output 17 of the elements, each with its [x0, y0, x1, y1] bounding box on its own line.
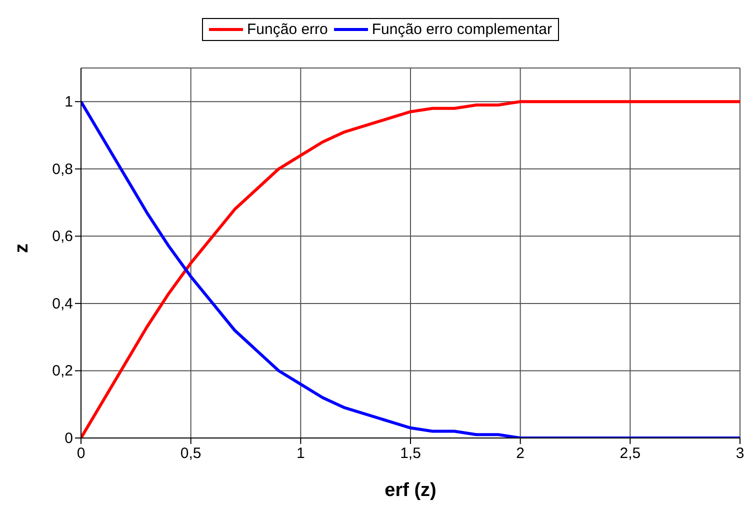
x-tick-label: 2: [516, 445, 525, 462]
y-tick-label: 1: [64, 94, 73, 111]
legend-label: Função erro complementar: [370, 21, 552, 38]
x-axis-title: erf (z): [384, 480, 436, 501]
x-tick-label: 1,5: [400, 445, 421, 462]
legend-label: Função erro: [246, 21, 328, 38]
y-tick-label: 0: [64, 430, 73, 447]
y-tick-label: 0,8: [52, 160, 73, 178]
x-tick-label: 3: [736, 445, 744, 462]
x-tick-label: 2,5: [620, 445, 641, 462]
y-tick-label: 0,4: [52, 295, 73, 312]
x-tick-label: 0: [76, 445, 86, 462]
y-axis-title: z: [12, 244, 33, 253]
x-tick-label: 0,5: [180, 445, 202, 462]
y-tick-label: 0,6: [52, 228, 73, 246]
y-tick-label: 0,2: [52, 362, 73, 380]
x-tick-label: 1: [296, 445, 305, 462]
